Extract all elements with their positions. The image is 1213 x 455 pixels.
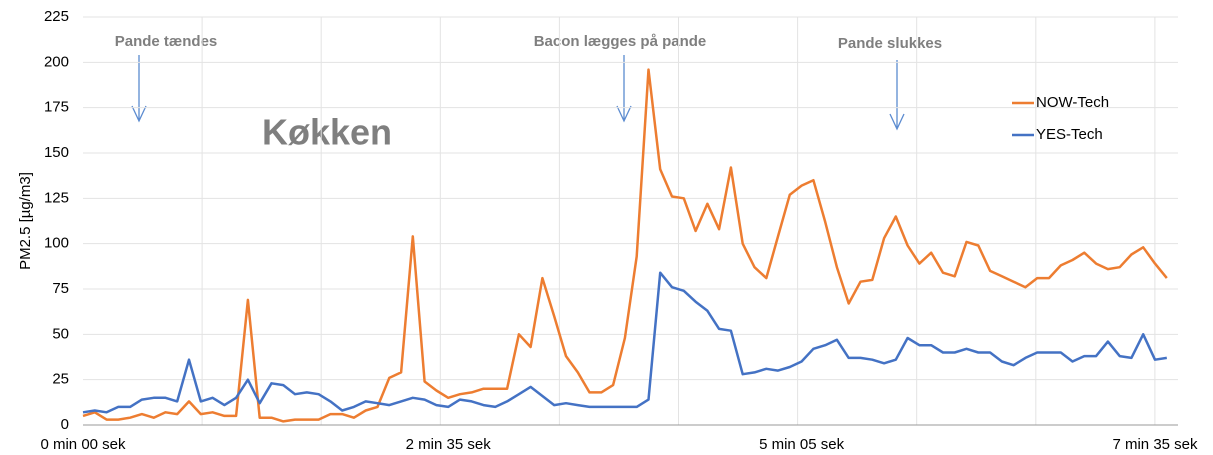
y-tick-label: 0 <box>61 416 69 433</box>
y-tick-label: 25 <box>52 371 69 388</box>
annotation: Pande slukkes <box>838 35 942 52</box>
y-tick-label: 175 <box>44 99 69 116</box>
annotation: Bacon lægges på pande <box>534 33 707 50</box>
x-tick-label: 7 min 35 sek <box>1112 436 1198 453</box>
x-tick-label: 2 min 35 sek <box>406 436 492 453</box>
legend-label: NOW-Tech <box>1036 94 1109 111</box>
y-tick-label: 125 <box>44 189 69 206</box>
series-line <box>82 271 1167 414</box>
annotation: Pande tændes <box>115 33 218 50</box>
y-tick-label: 150 <box>44 144 69 161</box>
y-tick-label: 200 <box>44 53 69 70</box>
x-tick-label: 5 min 05 sek <box>759 436 845 453</box>
legend-label: YES-Tech <box>1036 126 1103 143</box>
y-tick-label: 225 <box>44 8 69 25</box>
y-tick-label: 75 <box>52 280 69 297</box>
series-line <box>82 68 1168 423</box>
y-axis-label: PM2.5 [µg/m3] <box>17 172 34 270</box>
y-tick-label: 50 <box>52 325 69 342</box>
x-tick-label: 0 min 00 sek <box>40 436 126 453</box>
arrows <box>131 55 905 131</box>
subtitle: Køkken <box>262 112 392 153</box>
y-tick-label: 100 <box>44 235 69 252</box>
